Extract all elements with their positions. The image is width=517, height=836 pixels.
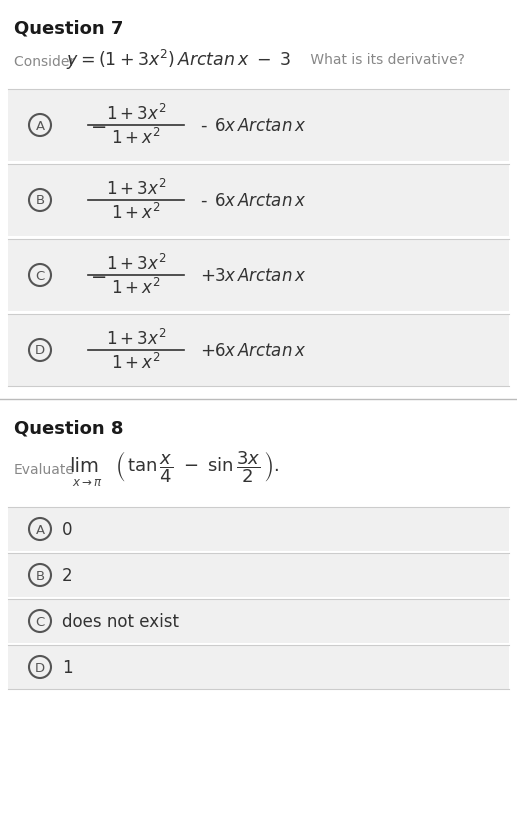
Text: A: A	[36, 522, 44, 536]
FancyBboxPatch shape	[8, 645, 509, 689]
Text: -: -	[200, 191, 206, 210]
Text: B: B	[36, 194, 44, 207]
Text: $6x\,\mathit{Arctan}\,x$: $6x\,\mathit{Arctan}\,x$	[214, 342, 307, 359]
Text: 0: 0	[62, 520, 72, 538]
Text: $6x\,\mathit{Arctan}\,x$: $6x\,\mathit{Arctan}\,x$	[214, 117, 307, 135]
Text: D: D	[35, 344, 45, 357]
Text: D: D	[35, 660, 45, 674]
Text: $y = (1 + 3x^2)\,\mathit{Arctan}\,x\ -\ 3$: $y = (1 + 3x^2)\,\mathit{Arctan}\,x\ -\ …	[66, 48, 292, 72]
Text: +: +	[200, 267, 215, 285]
Text: 2: 2	[62, 566, 72, 584]
Text: Question 8: Question 8	[14, 420, 124, 437]
Text: Evaluate: Evaluate	[14, 462, 75, 477]
Text: $1 + 3x^2$: $1 + 3x^2$	[106, 329, 166, 349]
Text: -: -	[200, 117, 206, 135]
Text: $\left(\,\tan\dfrac{x}{4}\ -\ \sin\dfrac{3x}{2}\,\right).$: $\left(\,\tan\dfrac{x}{4}\ -\ \sin\dfrac…	[115, 449, 279, 484]
Text: $6x\,\mathit{Arctan}\,x$: $6x\,\mathit{Arctan}\,x$	[214, 191, 307, 210]
Text: C: C	[35, 269, 44, 283]
Text: $-$: $-$	[90, 116, 106, 135]
FancyBboxPatch shape	[8, 507, 509, 551]
FancyBboxPatch shape	[8, 599, 509, 643]
Text: $1 + x^2$: $1 + x^2$	[111, 203, 161, 223]
Text: $1 + 3x^2$: $1 + 3x^2$	[106, 253, 166, 273]
Text: $1 + x^2$: $1 + x^2$	[111, 128, 161, 148]
Text: 1: 1	[62, 658, 72, 676]
Text: What is its derivative?: What is its derivative?	[306, 53, 465, 67]
Text: Consider: Consider	[14, 55, 80, 69]
Text: lim: lim	[69, 456, 99, 475]
Text: A: A	[36, 120, 44, 132]
Text: does not exist: does not exist	[62, 612, 179, 630]
Text: C: C	[35, 614, 44, 628]
FancyBboxPatch shape	[8, 165, 509, 237]
FancyBboxPatch shape	[8, 314, 509, 386]
FancyBboxPatch shape	[8, 240, 509, 312]
Text: $1 + 3x^2$: $1 + 3x^2$	[106, 104, 166, 124]
FancyBboxPatch shape	[8, 553, 509, 597]
Text: $-$: $-$	[90, 266, 106, 285]
Text: Question 7: Question 7	[14, 20, 124, 38]
Text: +: +	[200, 342, 215, 359]
Text: B: B	[36, 568, 44, 582]
Text: $1 + x^2$: $1 + x^2$	[111, 353, 161, 373]
Text: $x \to \pi$: $x \to \pi$	[72, 475, 103, 488]
Text: $1 + 3x^2$: $1 + 3x^2$	[106, 179, 166, 199]
Text: $1 + x^2$: $1 + x^2$	[111, 278, 161, 298]
Text: $3x\,\mathit{Arctan}\,x$: $3x\,\mathit{Arctan}\,x$	[214, 267, 307, 285]
FancyBboxPatch shape	[8, 90, 509, 162]
